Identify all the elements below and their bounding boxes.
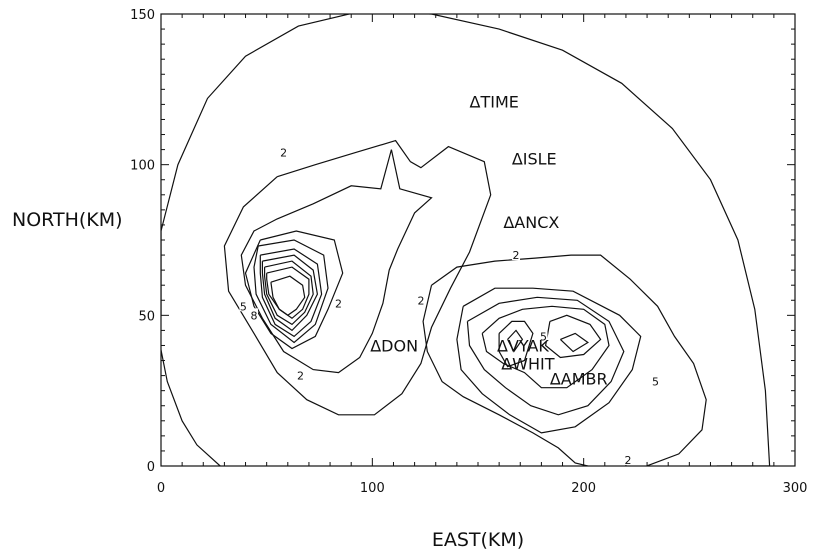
contour-line bbox=[161, 346, 221, 466]
station-label-ancx: ΔANCX bbox=[503, 213, 559, 232]
contour-line bbox=[422, 254, 707, 466]
contour-label: 2 bbox=[625, 454, 632, 467]
x-tick-label: 200 bbox=[571, 481, 596, 496]
contour-label-halo bbox=[249, 308, 258, 321]
axis-ticks bbox=[160, 13, 796, 467]
contour-line bbox=[259, 248, 323, 338]
contour-label-halo bbox=[279, 145, 288, 158]
contour-label-halo bbox=[416, 293, 425, 306]
contour-line bbox=[544, 314, 602, 359]
contour-label: 8 bbox=[250, 309, 257, 322]
contour-line bbox=[161, 14, 771, 466]
contour-label-halo bbox=[239, 299, 248, 312]
contour-label: 2 bbox=[280, 147, 287, 160]
contour-line bbox=[244, 230, 344, 350]
contour-line bbox=[466, 296, 625, 416]
y-tick-label: 0 bbox=[147, 460, 155, 475]
y-tick-label: 100 bbox=[130, 159, 155, 174]
station-label-vyak: ΔVYAK bbox=[497, 336, 549, 355]
plot-frame bbox=[160, 13, 796, 467]
contour-label: 2 bbox=[513, 249, 520, 262]
station-label-don: ΔDON bbox=[370, 336, 418, 355]
station-label-time: ΔTIME bbox=[470, 92, 519, 111]
contour-line bbox=[456, 287, 642, 434]
contour-lines bbox=[161, 14, 771, 466]
contour-line bbox=[270, 275, 306, 317]
contour-label: 2 bbox=[335, 297, 342, 310]
contour-label-halo bbox=[334, 296, 343, 309]
tick-labels: 0 100 200 300 0 50 100 150 bbox=[130, 8, 807, 496]
contour-line bbox=[253, 239, 329, 344]
contour-line bbox=[264, 260, 314, 326]
contour-line bbox=[498, 320, 534, 368]
y-axis-label: NORTH(KM) bbox=[12, 209, 123, 231]
contour-line bbox=[223, 139, 492, 416]
contour-label-halo bbox=[512, 248, 521, 261]
x-tick-label: 100 bbox=[360, 481, 385, 496]
contour-label-halo bbox=[296, 368, 305, 381]
contour-line bbox=[559, 332, 589, 353]
x-axis-label: EAST(KM) bbox=[432, 529, 524, 550]
y-tick-label: 50 bbox=[138, 309, 155, 324]
contour-line bbox=[507, 329, 524, 353]
contour-line bbox=[261, 254, 319, 332]
station-label-isle: ΔISLE bbox=[512, 150, 557, 169]
x-tick-label: 300 bbox=[783, 481, 808, 496]
station-label-ambr: ΔAMBR bbox=[550, 370, 608, 389]
station-label-whit: ΔWHIT bbox=[501, 355, 555, 374]
y-tick-label: 150 bbox=[130, 8, 155, 23]
contour-label-halo bbox=[539, 329, 548, 342]
contour-label: 2 bbox=[297, 370, 304, 383]
contour-label: 5 bbox=[540, 330, 547, 343]
contour-label: 5 bbox=[652, 376, 659, 389]
contour-label: 5 bbox=[240, 300, 247, 313]
x-tick-label: 0 bbox=[157, 481, 165, 496]
contour-label-halo bbox=[624, 452, 633, 465]
contour-label-halo bbox=[651, 374, 660, 387]
contour-label: 2 bbox=[417, 294, 424, 307]
contour-line bbox=[266, 266, 310, 320]
